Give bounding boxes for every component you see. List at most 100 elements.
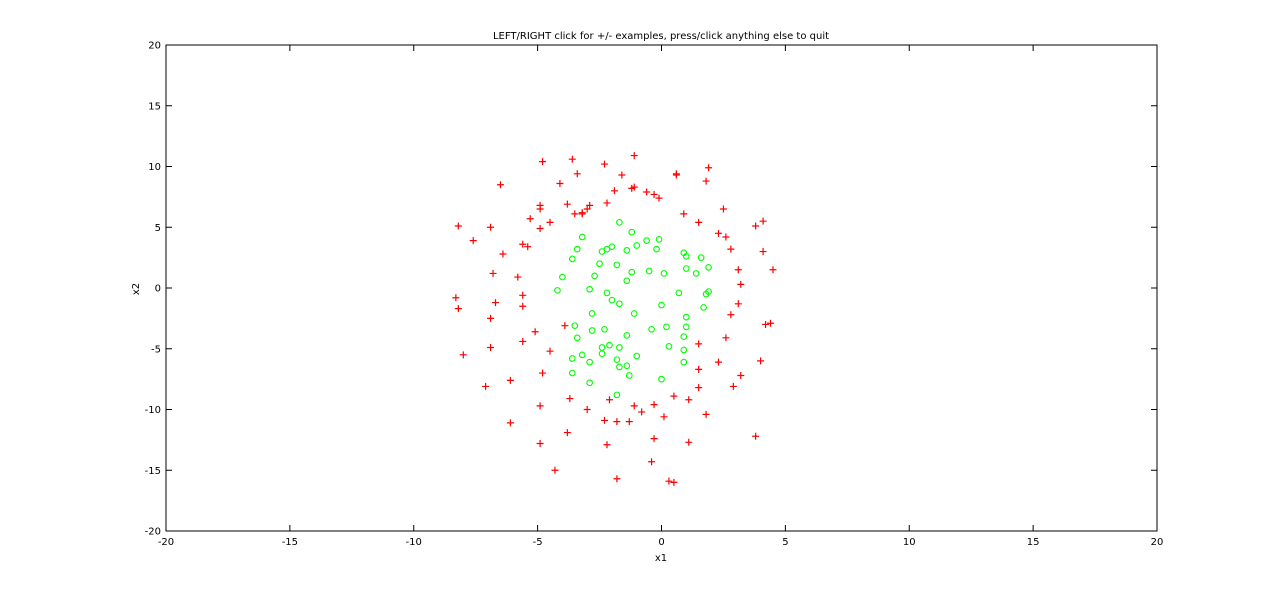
data-point-plus — [714, 358, 722, 366]
data-point-plus — [482, 382, 490, 390]
axis-ticks: -20 -15 -10 -5 0 5 10 15 20 -20 -15 -10 -5 0 5 10 15 20 — [145, 41, 1164, 549]
data-point-plus — [727, 311, 735, 319]
x-tick-label: 5 — [782, 537, 788, 548]
axes-box — [165, 44, 1158, 532]
data-point-plus — [729, 382, 737, 390]
data-point-circle — [633, 242, 641, 249]
x-tick-label: 10 — [903, 537, 916, 548]
data-point-plus — [762, 320, 770, 328]
data-point-plus — [638, 408, 646, 416]
data-point-circle — [578, 233, 586, 241]
data-point-plus — [551, 466, 559, 474]
data-point-plus — [539, 369, 547, 377]
data-point-plus — [737, 371, 745, 379]
data-point-plus — [737, 280, 745, 288]
data-point-plus — [566, 395, 574, 403]
data-point-circle — [633, 352, 641, 360]
data-point-circle — [568, 369, 576, 377]
data-point-circle — [628, 268, 636, 276]
data-point-circle — [568, 355, 576, 362]
data-point-plus — [695, 365, 703, 373]
data-point-plus — [603, 199, 611, 207]
data-point-plus — [757, 357, 765, 365]
data-point-circle — [682, 253, 690, 260]
data-point-plus — [496, 181, 504, 189]
data-point-circle — [613, 261, 621, 269]
data-point-circle — [554, 287, 561, 294]
data-point-plus — [489, 269, 497, 277]
data-point-circle — [682, 323, 690, 331]
y-tick-label: 10 — [148, 162, 161, 173]
data-point-circle — [658, 301, 665, 309]
data-point-plus — [536, 224, 544, 232]
data-point-plus — [752, 432, 760, 440]
data-point-plus — [583, 205, 591, 213]
data-point-plus — [752, 222, 760, 230]
data-point-circle — [700, 304, 707, 311]
data-point-plus — [695, 384, 703, 392]
data-point-circle — [586, 358, 594, 366]
data-point-plus — [546, 347, 554, 355]
data-point-circle — [578, 351, 586, 359]
data-point-circle — [630, 310, 638, 317]
data-point-plus — [695, 218, 703, 226]
data-point-plus — [531, 328, 539, 336]
data-point-circle — [682, 313, 690, 321]
x-tick-label: -10 — [406, 537, 422, 548]
data-point-plus — [506, 419, 514, 427]
data-point-plus — [727, 245, 735, 253]
data-point-circle — [628, 228, 636, 236]
data-point-plus — [613, 475, 621, 483]
data-point-plus — [734, 266, 742, 274]
x-axis-label: x1 — [655, 553, 667, 564]
data-point-plus — [769, 266, 777, 274]
data-points — [452, 152, 777, 486]
data-point-circle — [571, 322, 579, 330]
data-point-circle — [645, 267, 653, 275]
data-point-circle — [623, 277, 631, 285]
data-point-plus — [613, 418, 621, 426]
data-point-circle — [568, 255, 576, 263]
data-point-circle — [643, 237, 650, 244]
data-point-plus — [519, 302, 527, 310]
data-point-plus — [499, 250, 507, 258]
data-point-plus — [630, 152, 638, 160]
data-point-plus — [625, 418, 633, 426]
data-point-circle — [705, 263, 712, 271]
data-point-plus — [469, 237, 477, 245]
data-point-plus — [722, 334, 730, 342]
x-tick-label: -20 — [158, 537, 174, 548]
data-point-plus — [514, 273, 522, 281]
y-tick-label: -10 — [145, 405, 161, 416]
data-point-plus — [702, 177, 710, 185]
data-point-plus — [670, 478, 678, 486]
data-point-plus — [556, 180, 564, 188]
data-point-plus — [680, 210, 688, 218]
data-point-circle — [601, 325, 608, 333]
data-point-circle — [665, 342, 673, 350]
data-point-plus — [568, 155, 576, 163]
data-point-circle — [623, 362, 631, 370]
data-point-plus — [630, 402, 638, 410]
data-point-plus — [670, 392, 678, 400]
data-point-circle — [653, 245, 660, 253]
data-point-circle — [613, 356, 621, 364]
data-point-plus — [459, 351, 467, 359]
data-point-plus — [563, 200, 571, 208]
x-tick-label: 0 — [658, 537, 664, 548]
data-point-plus — [695, 340, 703, 348]
data-point-plus — [539, 158, 547, 166]
data-point-plus — [705, 164, 713, 172]
data-point-plus — [454, 305, 462, 313]
data-point-plus — [734, 300, 742, 308]
y-tick-label: -20 — [145, 527, 161, 538]
data-point-plus — [655, 194, 663, 202]
data-point-circle — [697, 254, 705, 261]
y-axis-label: x2 — [131, 283, 142, 295]
y-tick-label: 0 — [155, 284, 161, 295]
y-tick-label: -5 — [151, 344, 161, 355]
data-point-circle — [588, 327, 596, 334]
data-point-plus — [583, 406, 591, 413]
